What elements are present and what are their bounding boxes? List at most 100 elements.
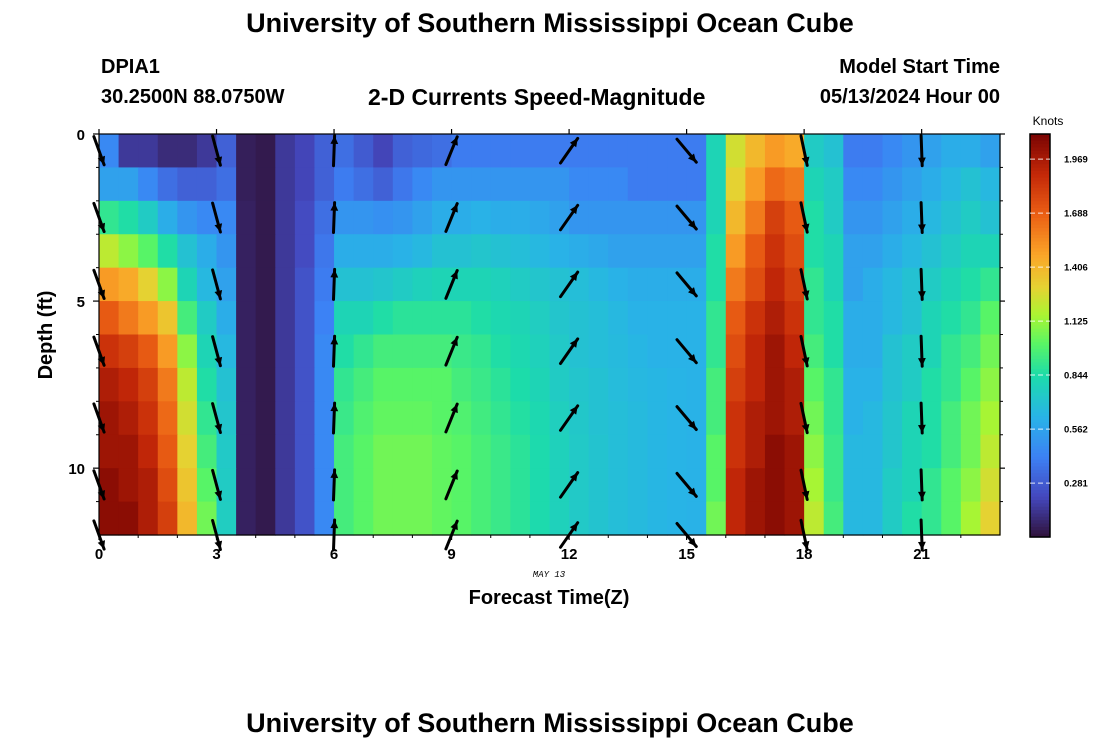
- heatmap-cell: [118, 334, 139, 369]
- heatmap-cell: [157, 401, 178, 436]
- heatmap-cell: [138, 401, 159, 436]
- heatmap-cell: [451, 134, 472, 169]
- heatmap-cell: [216, 200, 237, 235]
- colorbar-swatch: [1030, 483, 1050, 488]
- heatmap-cell: [412, 334, 433, 369]
- heatmap-cell: [431, 334, 453, 369]
- heatmap-cell: [294, 167, 316, 202]
- current-vector-head: [330, 469, 339, 479]
- heatmap-cell: [960, 234, 982, 269]
- heatmap-cell: [902, 167, 923, 202]
- heatmap-cell: [138, 267, 159, 302]
- colorbar-swatch: [1030, 234, 1050, 239]
- heatmap-cell: [588, 134, 609, 169]
- heatmap-cell: [216, 234, 237, 269]
- heatmap-cell: [216, 167, 237, 202]
- colorbar-swatch: [1030, 489, 1050, 494]
- heatmap-cell: [275, 267, 296, 302]
- colorbar-swatch: [1030, 399, 1050, 404]
- heatmap-cell: [843, 367, 864, 402]
- heatmap-cell: [941, 367, 962, 402]
- heatmap-cell: [706, 301, 727, 336]
- heatmap-cell: [960, 301, 982, 336]
- heatmap-cell: [373, 401, 394, 436]
- heatmap-cell: [764, 200, 786, 235]
- model-start-label: Model Start Time: [839, 56, 1000, 78]
- heatmap-cell: [392, 200, 413, 235]
- heatmap-cell: [627, 234, 649, 269]
- heatmap-cell: [823, 234, 844, 269]
- current-vector-head: [918, 491, 926, 500]
- heatmap-cell: [804, 134, 825, 169]
- heatmap-cell: [236, 401, 257, 436]
- heatmap-cell: [862, 501, 884, 536]
- heatmap-cell: [745, 501, 766, 536]
- heatmap-cell: [980, 401, 1001, 436]
- heatmap-cell: [275, 468, 296, 503]
- x-tick-label: 15: [678, 546, 695, 563]
- heatmap-cell: [960, 468, 982, 503]
- heatmap-cell: [686, 367, 707, 402]
- x-axis: 0 3 6 9 12 15 18 21: [95, 129, 962, 563]
- heatmap-cell: [138, 434, 159, 469]
- heatmap-cell: [647, 134, 668, 169]
- heatmap-cell: [118, 401, 139, 436]
- colorbar-swatch: [1030, 231, 1050, 236]
- heatmap-cell: [823, 334, 844, 369]
- heatmap-cell: [294, 234, 316, 269]
- colorbar-tick-label: 1.406: [1064, 263, 1088, 274]
- heatmap-cell: [804, 367, 825, 402]
- heatmap-cell: [392, 468, 413, 503]
- heatmap-cell: [569, 468, 590, 503]
- current-vector-head: [97, 540, 105, 550]
- heatmap-cell: [471, 200, 492, 235]
- heatmap-cell: [216, 134, 237, 169]
- heatmap-cell: [588, 468, 609, 503]
- colorbar-swatch: [1030, 305, 1050, 310]
- heatmap-cell: [99, 301, 120, 336]
- colorbar-tick-label: 0.562: [1064, 425, 1088, 436]
- colorbar-swatch: [1030, 379, 1050, 384]
- heatmap-cell: [275, 301, 296, 336]
- heatmap-cell: [157, 434, 178, 469]
- heatmap-cell: [236, 267, 257, 302]
- heatmap-cell: [725, 134, 746, 169]
- heatmap-cell: [334, 501, 355, 536]
- colorbar-swatch: [1030, 224, 1050, 229]
- heatmap-cell: [216, 468, 237, 503]
- colorbar-swatch: [1030, 301, 1050, 306]
- heatmap-cell: [138, 234, 159, 269]
- heatmap-cell: [941, 401, 962, 436]
- heatmap-cell: [510, 267, 531, 302]
- heatmap-cell: [902, 367, 923, 402]
- heatmap-cell: [177, 200, 198, 235]
- heatmap-cell: [451, 468, 472, 503]
- colorbar-swatch: [1030, 496, 1050, 501]
- colorbar-swatch: [1030, 359, 1050, 363]
- heatmap-cell: [667, 434, 688, 469]
- heatmap-cell: [334, 334, 355, 369]
- current-vector-head: [688, 420, 697, 430]
- heatmap-cell: [334, 267, 355, 302]
- current-vector-head: [688, 537, 697, 547]
- heatmap-cell: [764, 301, 786, 336]
- heatmap-cell: [804, 301, 825, 336]
- heatmap-cell: [843, 234, 864, 269]
- heatmap-cell: [431, 367, 453, 402]
- heatmap-cell: [862, 134, 884, 169]
- colorbar-frame: [1029, 133, 1051, 538]
- heatmap-cell: [157, 234, 178, 269]
- colorbar-swatch: [1030, 335, 1050, 340]
- heatmap-cell: [510, 501, 531, 536]
- heatmap-cell: [941, 501, 962, 536]
- heatmap-cell: [118, 267, 139, 302]
- current-vector-head: [688, 220, 697, 229]
- current-vector-head: [569, 405, 578, 415]
- heatmap-cell: [118, 501, 139, 536]
- current-vectors: [92, 134, 926, 552]
- colorbar-swatch: [1030, 251, 1050, 256]
- heatmap-cell: [431, 167, 453, 202]
- heatmap-cell: [921, 468, 942, 503]
- heatmap-cell: [921, 200, 942, 235]
- heatmap-cell: [804, 267, 825, 302]
